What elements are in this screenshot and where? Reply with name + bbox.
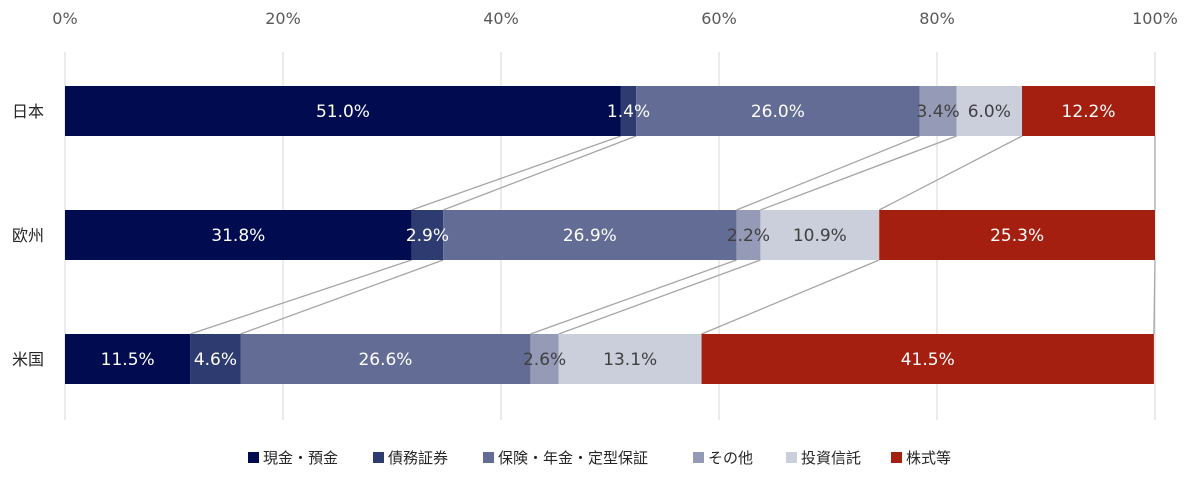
legend-item: 現金・預金: [248, 449, 338, 467]
bar-segment: [190, 334, 241, 384]
legend: 現金・預金 債務証券 保険・年金・定型保証 その他 投資信託 株式等: [248, 449, 951, 467]
data-label: 41.5%: [901, 350, 955, 370]
series-line: [240, 259, 444, 335]
legend-label: その他: [708, 449, 753, 467]
data-label: 26.6%: [358, 350, 412, 370]
x-tick-label: 80%: [919, 9, 955, 28]
data-label: 6.0%: [968, 102, 1011, 122]
bars: [65, 86, 1155, 384]
legend-swatch: [891, 452, 902, 463]
legend-swatch: [373, 452, 384, 463]
bar-segment: [1022, 86, 1155, 136]
data-label: 51.0%: [316, 102, 370, 122]
series-line: [1153, 259, 1156, 335]
bar-segment: [443, 210, 737, 260]
legend-item: その他: [693, 449, 753, 467]
legend-swatch: [786, 452, 797, 463]
series-line: [736, 135, 920, 211]
series-line: [411, 135, 622, 211]
x-tick-label: 20%: [265, 9, 301, 28]
bar-segment: [620, 86, 637, 136]
data-label: 2.6%: [523, 350, 566, 370]
legend-swatch: [483, 452, 494, 463]
data-label: 2.2%: [727, 226, 770, 246]
series-line: [878, 135, 1023, 211]
legend-label: 現金・預金: [263, 449, 338, 467]
data-label: 13.1%: [603, 350, 657, 370]
data-label: 11.5%: [101, 350, 155, 370]
bar-segment: [65, 210, 412, 260]
series-lines: [190, 135, 1156, 335]
x-tick-label: 40%: [483, 9, 519, 28]
data-label: 26.0%: [751, 102, 805, 122]
data-label: 3.4%: [916, 102, 959, 122]
series-line: [558, 259, 761, 335]
bar-segment: [65, 86, 621, 136]
bar-segment: [701, 334, 1154, 384]
legend-label: 保険・年金・定型保証: [498, 449, 648, 467]
legend-item: 株式等: [891, 449, 951, 467]
data-label: 25.3%: [990, 226, 1044, 246]
category-label: 欧州: [12, 226, 44, 245]
category-label: 日本: [12, 102, 44, 121]
bar-segment: [956, 86, 1023, 136]
data-label: 1.4%: [607, 102, 650, 122]
data-labels: 51.0% 1.4% 26.0% 3.4% 6.0% 12.2% 31.8% 2.9% 26.9…: [101, 102, 1116, 370]
legend-swatch: [248, 452, 259, 463]
bar-segment: [240, 334, 531, 384]
series-line: [530, 259, 737, 335]
data-label: 2.9%: [406, 226, 449, 246]
data-label: 4.6%: [194, 350, 237, 370]
legend-swatch: [693, 452, 704, 463]
bar-segment: [530, 334, 559, 384]
bar-segment: [411, 210, 444, 260]
data-label: 31.8%: [211, 226, 265, 246]
bar-segment: [736, 210, 761, 260]
data-label: 10.9%: [793, 226, 847, 246]
bar-segment: [65, 334, 191, 384]
x-axis-ticks: 0% 20% 40% 60% 80% 100%: [52, 9, 1178, 28]
legend-label: 株式等: [906, 449, 951, 467]
series-line: [442, 135, 637, 211]
legend-item: 投資信託: [786, 449, 861, 467]
bar-segment: [558, 334, 702, 384]
series-line: [701, 259, 880, 335]
category-label: 米国: [12, 350, 44, 369]
legend-item: 保険・年金・定型保証: [483, 449, 648, 467]
data-label: 12.2%: [1062, 102, 1116, 122]
series-line: [190, 259, 412, 335]
x-tick-label: 0%: [52, 9, 77, 28]
legend-label: 債務証券: [388, 449, 448, 467]
bar-segment: [919, 86, 957, 136]
bar-segment: [636, 86, 920, 136]
x-tick-label: 100%: [1132, 9, 1178, 28]
legend-item: 債務証券: [373, 449, 448, 467]
bar-segment: [760, 210, 880, 260]
series-line: [760, 135, 957, 211]
x-tick-label: 60%: [701, 9, 737, 28]
bar-segment: [879, 210, 1155, 260]
data-label: 26.9%: [563, 226, 617, 246]
legend-label: 投資信託: [801, 449, 861, 467]
